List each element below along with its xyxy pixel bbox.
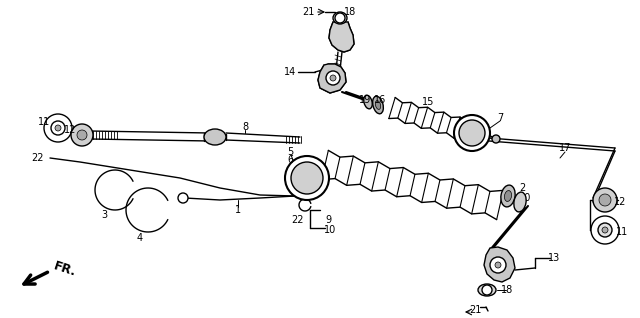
Polygon shape (329, 22, 354, 52)
Circle shape (482, 285, 492, 295)
Text: 20: 20 (518, 193, 530, 203)
Text: 15: 15 (422, 97, 434, 107)
Text: 14: 14 (284, 67, 296, 77)
Text: 18: 18 (344, 7, 356, 17)
Text: 5: 5 (287, 147, 293, 157)
Circle shape (77, 130, 87, 140)
Circle shape (335, 13, 345, 23)
Ellipse shape (492, 135, 500, 143)
Circle shape (598, 223, 612, 237)
Ellipse shape (501, 185, 515, 207)
Text: 11: 11 (616, 227, 628, 237)
Ellipse shape (364, 95, 372, 109)
Circle shape (591, 216, 619, 244)
Circle shape (602, 227, 608, 233)
Ellipse shape (504, 190, 511, 201)
Circle shape (495, 262, 501, 268)
Text: FR.: FR. (52, 259, 78, 279)
Circle shape (459, 120, 485, 146)
Circle shape (326, 71, 340, 85)
Text: 1: 1 (235, 205, 241, 215)
Ellipse shape (204, 129, 226, 145)
Text: 6: 6 (287, 155, 293, 165)
Polygon shape (484, 247, 515, 282)
Text: 16: 16 (374, 95, 386, 105)
Text: 7: 7 (497, 113, 503, 123)
Text: 2: 2 (519, 183, 525, 193)
Circle shape (55, 125, 61, 131)
Text: 12: 12 (64, 125, 76, 135)
Circle shape (599, 194, 611, 206)
Text: 8: 8 (242, 122, 248, 132)
Circle shape (71, 124, 93, 146)
Ellipse shape (478, 284, 496, 296)
Text: 3: 3 (101, 210, 107, 220)
Text: 13: 13 (548, 253, 560, 263)
Circle shape (178, 193, 188, 203)
Text: 19: 19 (359, 95, 371, 105)
Ellipse shape (333, 12, 347, 24)
Text: 12: 12 (614, 197, 626, 207)
Circle shape (51, 121, 65, 135)
Circle shape (454, 115, 490, 151)
Text: 22: 22 (32, 153, 44, 163)
Text: 18: 18 (501, 285, 513, 295)
Text: 21: 21 (469, 305, 481, 315)
Ellipse shape (514, 192, 526, 212)
Text: 9: 9 (325, 215, 331, 225)
Text: 10: 10 (324, 225, 336, 235)
Circle shape (44, 114, 72, 142)
Circle shape (330, 75, 336, 81)
Text: 22: 22 (292, 215, 304, 225)
Ellipse shape (372, 96, 383, 114)
Circle shape (593, 188, 617, 212)
Ellipse shape (375, 100, 381, 109)
Text: 21: 21 (302, 7, 314, 17)
Circle shape (291, 162, 323, 194)
Circle shape (490, 257, 506, 273)
Text: 4: 4 (137, 233, 143, 243)
Text: 17: 17 (559, 143, 571, 153)
Circle shape (285, 156, 329, 200)
Text: 11: 11 (38, 117, 50, 127)
Polygon shape (318, 64, 346, 93)
